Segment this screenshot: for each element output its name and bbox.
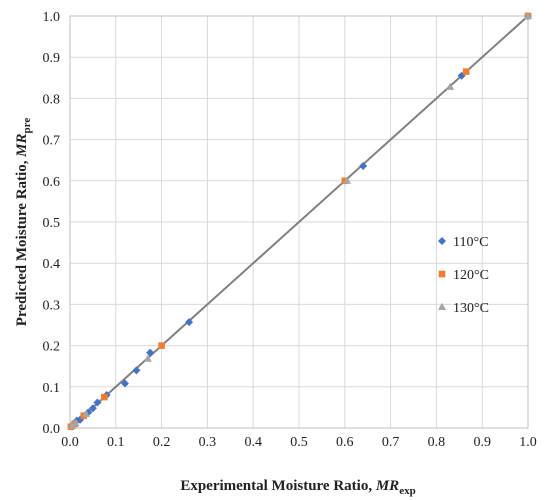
data-points: [67, 11, 532, 431]
data-point: [71, 418, 80, 427]
x-tick-label: 0.2: [153, 435, 171, 450]
legend: 110°C 120°C 130°C: [438, 235, 489, 316]
legend-marker: [438, 270, 446, 278]
y-tick-label: 0.6: [43, 175, 61, 190]
x-tick-label: 0.9: [473, 435, 491, 450]
y-tick-label: 0.7: [43, 134, 61, 149]
data-point: [88, 404, 97, 413]
data-point: [343, 176, 352, 184]
data-point: [446, 82, 455, 90]
y-tick-label: 0.2: [43, 340, 61, 355]
x-tick-labels: 0.0 0.1 0.2 0.3 0.4 0.5 0.6 0.7 0.8 0.9 1.0: [61, 435, 537, 450]
y-tick-label: 0.8: [43, 92, 61, 107]
data-point: [143, 354, 152, 362]
x-tick-label: 0.8: [428, 435, 446, 450]
data-point: [158, 342, 165, 349]
legend-label: 120°C: [453, 268, 489, 283]
data-point: [67, 421, 76, 429]
y-tick-label: 0.1: [43, 381, 61, 396]
y-tick-label: 0.5: [43, 216, 61, 231]
data-point: [93, 398, 102, 407]
data-point: [146, 348, 155, 357]
y-axis-title: Predicted Moisture Ratio, MRpre: [14, 118, 33, 327]
x-tick-label: 0.1: [107, 435, 125, 450]
y-tick-label: 0.9: [43, 51, 61, 66]
x-tick-label: 1.0: [519, 435, 537, 450]
x-axis-title: Experimental Moisture Ratio, MRexp: [180, 478, 415, 497]
x-tick-label: 0.6: [336, 435, 354, 450]
data-point: [132, 366, 141, 375]
x-tick-label: 0.3: [199, 435, 217, 450]
data-point: [101, 393, 108, 401]
y-tick-label: 1.0: [43, 10, 61, 25]
x-tick-label: 0.4: [244, 435, 262, 450]
y-tick-label: 0.0: [43, 422, 61, 437]
plot-area-frame: [69, 15, 529, 429]
legend-label: 110°C: [453, 235, 488, 250]
legend-marker: [438, 302, 446, 310]
legend-marker: [438, 237, 446, 245]
y-tick-label: 0.3: [43, 298, 61, 313]
data-point: [82, 409, 91, 417]
data-point: [524, 11, 532, 19]
data-point: [120, 379, 129, 388]
data-point: [462, 68, 470, 75]
y-tick-label: 0.4: [43, 257, 61, 272]
data-point: [185, 318, 194, 327]
data-point: [359, 161, 368, 170]
x-tick-label: 0.0: [61, 435, 79, 450]
x-tick-label: 0.5: [290, 435, 308, 450]
x-tick-label: 0.7: [382, 435, 400, 450]
legend-label: 130°C: [453, 301, 489, 316]
y-tick-labels: 0.0 0.1 0.2 0.3 0.4 0.5 0.6 0.7 0.8 0.9 1.0: [43, 10, 61, 437]
